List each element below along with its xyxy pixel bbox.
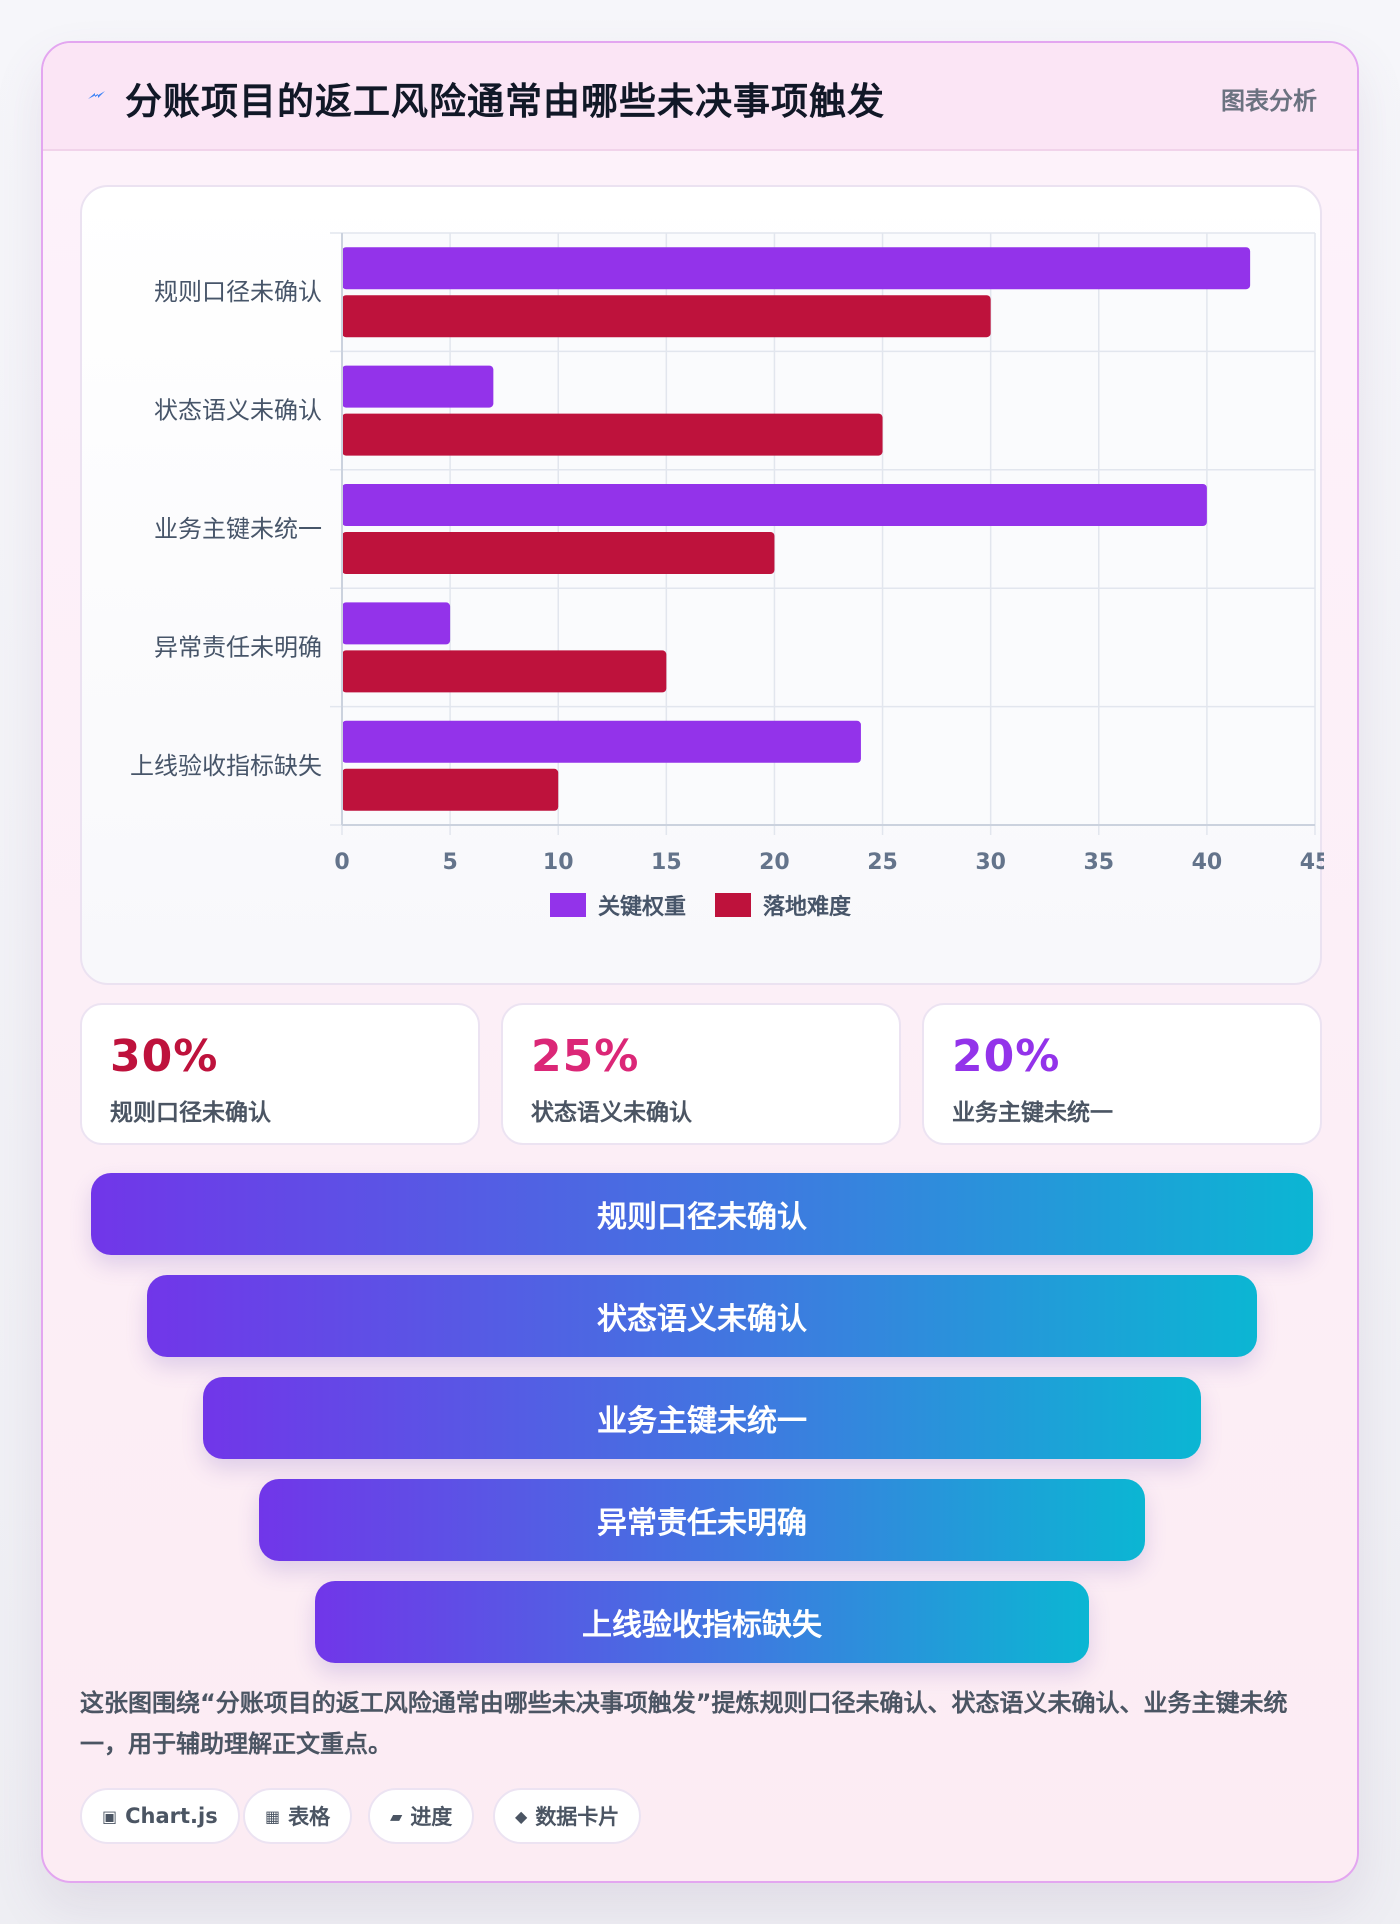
stat-value: 25%	[531, 1031, 640, 1082]
chip-progress[interactable]: ▰ 进度	[368, 1788, 475, 1844]
stat-value: 20%	[952, 1031, 1061, 1082]
bar-difficulty	[342, 413, 883, 456]
funnel-item: 上线验收指标缺失	[315, 1581, 1089, 1663]
x-tick-label: 45	[1300, 850, 1324, 875]
x-tick-label: 25	[867, 850, 898, 875]
stat-label: 业务主键未统一	[952, 1100, 1113, 1126]
page-title: 分账项目的返工风险通常由哪些未决事项触发	[125, 80, 885, 123]
chip-table[interactable]: ▦ 表格	[243, 1788, 353, 1844]
legend-swatch	[550, 893, 586, 917]
chip-label: 数据卡片	[535, 1805, 620, 1829]
chart-panel: 0 5 10 15 20 25 30 35 40 45 规则口径未确认状态语义未确认业务主键未统一异…	[80, 185, 1324, 985]
x-tick-label: 30	[975, 850, 1006, 875]
table-icon: ▦	[265, 1806, 281, 1826]
summary-text: 这张图围绕“分账项目的返工风险通常由哪些未决事项触发”提炼规则口径未确认、状态语…	[80, 1689, 1288, 1758]
chart-axes: 0 5 10 15 20 25 30 35 40 45 规则口径未确认状态语义未确认业务主键未统一异…	[130, 233, 1324, 875]
bar-key-weight	[342, 720, 861, 763]
legend-label: 关键权重	[598, 894, 686, 920]
chip-chartjs[interactable]: ▣ Chart.js	[80, 1788, 240, 1844]
chip-label: 表格	[288, 1805, 331, 1829]
funnel-item: 规则口径未确认	[91, 1173, 1313, 1255]
y-tick-label: 上线验收指标缺失	[130, 752, 322, 780]
progress-icon: ▰	[390, 1806, 403, 1826]
chart-icon: ▣	[102, 1806, 118, 1826]
stat-value: 30%	[110, 1031, 219, 1082]
bar-difficulty	[342, 650, 667, 693]
x-tick-label: 0	[334, 850, 349, 875]
stat-label: 状态语义未确认	[531, 1100, 692, 1126]
bar-key-weight	[342, 484, 1207, 526]
x-tick-label: 40	[1192, 850, 1223, 875]
x-tick-label: 20	[759, 850, 790, 875]
legend-label: 落地难度	[763, 894, 852, 920]
card-header: 分账项目的返工风险通常由哪些未决事项触发 图表分析	[43, 43, 1357, 151]
funnel-list: 规则口径未确认 状态语义未确认 业务主键未统一 异常责任未明确 上线验收指标缺失	[43, 1173, 1357, 1673]
chart-card: 分账项目的返工风险通常由哪些未决事项触发 图表分析 0 5 10 15 20 25 30 35…	[41, 41, 1359, 1883]
x-tick-label: 10	[543, 850, 574, 875]
legend-swatch	[715, 893, 751, 917]
bar-key-weight	[342, 365, 494, 408]
chip-label: 进度	[410, 1805, 453, 1829]
chip-label: Chart.js	[125, 1804, 218, 1828]
stat-card: 25% 状态语义未确认	[501, 1003, 901, 1145]
funnel-item: 业务主键未统一	[203, 1377, 1201, 1459]
x-tick-label: 35	[1083, 850, 1114, 875]
funnel-item: 异常责任未明确	[259, 1479, 1145, 1561]
chart-legend: 关键权重 落地难度	[550, 893, 852, 920]
stat-card: 20% 业务主键未统一	[922, 1003, 1322, 1145]
bar-key-weight	[342, 602, 451, 645]
bar-difficulty	[342, 532, 775, 574]
bar-difficulty	[342, 768, 559, 811]
y-tick-label: 规则口径未确认	[154, 278, 322, 306]
y-tick-label: 异常责任未明确	[154, 633, 322, 661]
chart-analysis-tag: 图表分析	[1221, 87, 1317, 115]
stat-card: 30% 规则口径未确认	[80, 1003, 480, 1145]
stat-label: 规则口径未确认	[110, 1100, 271, 1126]
lightning-icon	[88, 91, 105, 99]
funnel-item: 状态语义未确认	[147, 1275, 1257, 1357]
bar-chart: 0 5 10 15 20 25 30 35 40 45 规则口径未确认状态语义未确认业务主键未统一异…	[130, 232, 1324, 920]
chart-bars	[342, 247, 1251, 811]
chip-data-card[interactable]: ◆ 数据卡片	[493, 1788, 642, 1844]
y-tick-label: 状态语义未确认	[154, 397, 322, 425]
x-tick-label: 5	[442, 850, 457, 875]
bar-key-weight	[342, 247, 1251, 290]
x-tick-label: 15	[651, 850, 682, 875]
stat-cards: 30% 规则口径未确认 25% 状态语义未确认 20% 业务主键未统一	[80, 1003, 1322, 1145]
bar-difficulty	[342, 295, 991, 338]
diamond-icon: ◆	[515, 1806, 528, 1826]
y-tick-label: 业务主键未统一	[154, 515, 322, 543]
